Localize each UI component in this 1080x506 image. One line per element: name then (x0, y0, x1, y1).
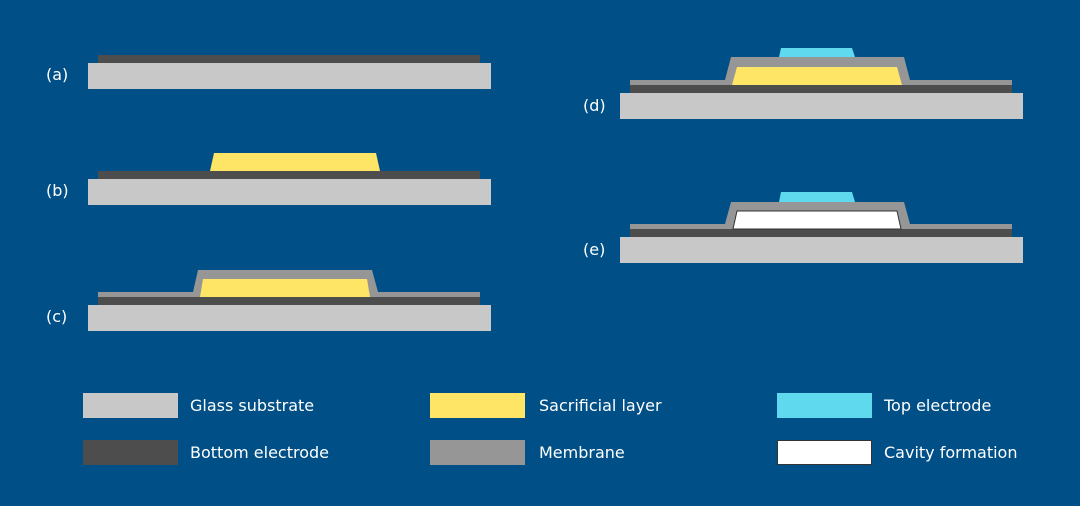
step-b-stack (88, 153, 491, 205)
glass-substrate (88, 305, 491, 331)
glass-substrate (88, 63, 491, 89)
bottom-electrode (630, 85, 1012, 93)
step-e-stack (620, 192, 1023, 263)
step-a-stack (88, 55, 491, 89)
legend-swatch-sacrificial-layer (430, 393, 525, 418)
legend-label-top-electrode: Top electrode (884, 396, 992, 415)
sacrificial-layer (732, 67, 902, 85)
glass-substrate (620, 237, 1023, 263)
top-electrode (779, 48, 855, 57)
legend-label-glass-substrate: Glass substrate (190, 396, 315, 415)
legend-label-sacrificial-layer: Sacrificial layer (539, 396, 662, 415)
legend-swatch-cavity-formation (777, 440, 872, 465)
step-label-d: (d) (583, 96, 606, 115)
bottom-electrode (98, 297, 480, 305)
step-label-e: (e) (583, 240, 606, 259)
legend-label-cavity-formation: Cavity formation (884, 443, 1018, 462)
step-d-stack (620, 48, 1023, 119)
glass-substrate (620, 93, 1023, 119)
step-label-a: (a) (46, 65, 69, 84)
bottom-electrode (630, 229, 1012, 237)
top-electrode (779, 192, 855, 202)
step-c-stack (88, 270, 491, 331)
step-label-c: (c) (46, 307, 68, 326)
legend-label-membrane: Membrane (539, 443, 625, 462)
bottom-electrode (98, 171, 480, 179)
legend-swatch-glass-substrate (83, 393, 178, 418)
cavity (732, 210, 902, 230)
legend-swatch-bottom-electrode (83, 440, 178, 465)
sacrificial-layer (210, 153, 380, 171)
legend-label-bottom-electrode: Bottom electrode (190, 443, 329, 462)
sacrificial-layer (200, 279, 370, 297)
glass-substrate (88, 179, 491, 205)
step-label-b: (b) (46, 181, 69, 200)
legend-swatch-membrane (430, 440, 525, 465)
legend-swatch-top-electrode (777, 393, 872, 418)
bottom-electrode (98, 55, 480, 63)
